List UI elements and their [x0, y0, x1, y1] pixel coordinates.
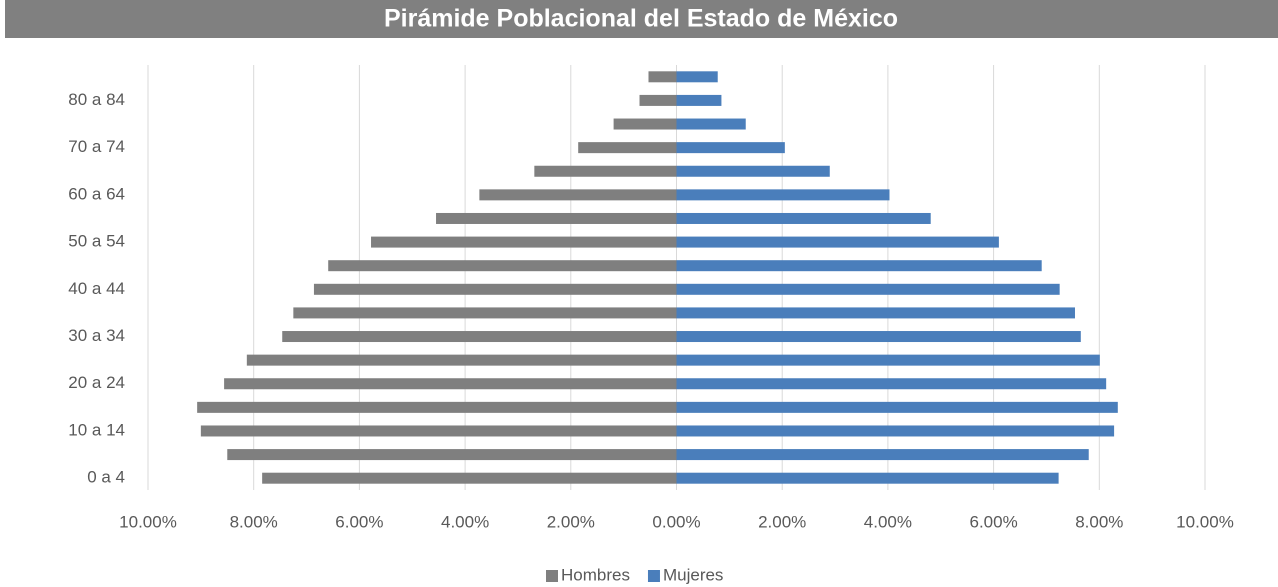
bar	[676, 189, 890, 201]
x-tick-label: 10.00%	[1176, 512, 1234, 531]
bar	[676, 71, 718, 83]
bar	[578, 142, 677, 154]
bar	[676, 425, 1115, 437]
y-tick-label: 10 a 14	[68, 420, 125, 439]
bar	[676, 307, 1075, 319]
y-tick-label: 60 a 64	[68, 184, 125, 203]
x-tick-label: 10.00%	[119, 512, 177, 531]
bar	[676, 212, 931, 224]
bar	[613, 118, 677, 130]
legend-label: Hombres	[561, 565, 630, 584]
bar	[676, 236, 999, 248]
y-tick-label: 80 a 84	[68, 90, 125, 109]
y-tick-label: 20 a 24	[68, 373, 125, 392]
x-tick-label: 2.00%	[547, 512, 595, 531]
legend-label: Mujeres	[663, 565, 723, 584]
x-tick-label: 4.00%	[441, 512, 489, 531]
legend-swatch	[647, 570, 660, 582]
bar	[313, 283, 677, 295]
x-tick-label: 0.00%	[652, 512, 700, 531]
bar	[639, 94, 677, 106]
bar	[676, 118, 746, 130]
bar	[648, 71, 677, 83]
bar	[293, 307, 677, 319]
bar	[676, 260, 1042, 272]
x-tick-label: 6.00%	[969, 512, 1017, 531]
bar	[676, 165, 830, 177]
bar	[282, 331, 677, 343]
bar	[676, 449, 1089, 461]
bar	[676, 331, 1081, 343]
bar	[436, 212, 677, 224]
bar	[246, 354, 677, 366]
bar	[676, 94, 722, 106]
bar	[200, 425, 677, 437]
y-tick-label: 50 a 54	[68, 232, 125, 251]
bar	[197, 401, 677, 413]
bar	[262, 472, 677, 484]
bar	[676, 378, 1107, 390]
x-tick-label: 6.00%	[335, 512, 383, 531]
x-tick-label: 8.00%	[230, 512, 278, 531]
y-tick-label: 40 a 44	[68, 279, 125, 298]
legend-swatch	[546, 570, 558, 582]
y-tick-label: 0 a 4	[87, 468, 125, 487]
bar	[676, 354, 1100, 366]
bar	[227, 449, 677, 461]
bar	[676, 472, 1059, 484]
bar	[328, 260, 677, 272]
x-tick-label: 2.00%	[758, 512, 806, 531]
chart-title: Pirámide Poblacional del Estado de Méxic…	[384, 5, 898, 33]
y-tick-label: 30 a 34	[68, 326, 125, 345]
bar	[676, 283, 1060, 295]
x-tick-label: 4.00%	[864, 512, 912, 531]
y-tick-label: 70 a 74	[68, 137, 125, 156]
title-bar	[5, 0, 1278, 38]
bar	[676, 142, 785, 154]
bar	[224, 378, 677, 390]
bar	[371, 236, 677, 248]
bar	[534, 165, 677, 177]
bar	[676, 401, 1118, 413]
x-tick-label: 8.00%	[1075, 512, 1123, 531]
bar	[479, 189, 677, 201]
